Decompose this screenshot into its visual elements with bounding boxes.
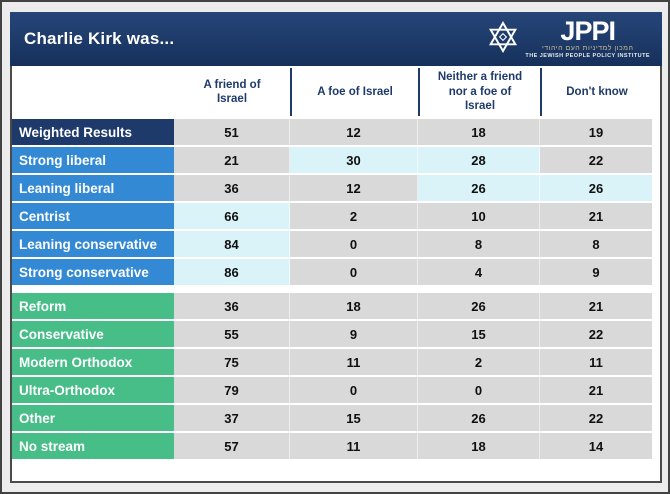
- column-header-friend: A friend of Israel: [203, 78, 261, 105]
- table-row: Reform 36 18 26 21: [12, 293, 652, 319]
- value-cell: 12: [290, 119, 418, 145]
- value-cell: 22: [540, 321, 652, 347]
- value-cell: 21: [540, 203, 652, 229]
- value-cell: 11: [290, 433, 418, 459]
- column-header-neither: Neither a friend nor a foe of Israel: [418, 68, 540, 116]
- table-row: Other 37 15 26 22: [12, 405, 652, 431]
- table-row: Weighted Results 51 12 18 19: [12, 119, 652, 145]
- row-label: Other: [12, 405, 174, 431]
- table-body: Weighted Results 51 12 18 19 Strong liberal 21…: [12, 118, 660, 459]
- row-label: Reform: [12, 293, 174, 319]
- row-label: Leaning conservative: [12, 231, 174, 257]
- value-cell: 22: [540, 147, 652, 173]
- value-cell: 0: [290, 231, 418, 257]
- table-row: Strong liberal 21 30 28 22: [12, 147, 652, 173]
- value-cell: 75: [174, 349, 290, 375]
- value-cell: 18: [418, 119, 540, 145]
- row-label: Leaning liberal: [12, 175, 174, 201]
- value-cell: 79: [174, 377, 290, 403]
- results-table: A friend of Israel A foe of Israel Neith…: [10, 66, 662, 483]
- value-cell: 37: [174, 405, 290, 431]
- row-label: No stream: [12, 433, 174, 459]
- table-row: Strong conservative 86 0 4 9: [12, 259, 652, 285]
- jppi-logo: JPPI המכון למדיניות העם היהודי THE JEWIS…: [486, 18, 650, 60]
- value-cell: 15: [290, 405, 418, 431]
- value-cell: 51: [174, 119, 290, 145]
- row-label: Strong liberal: [12, 147, 174, 173]
- value-cell: 36: [174, 293, 290, 319]
- value-cell: 2: [418, 349, 540, 375]
- value-cell: 10: [418, 203, 540, 229]
- logo-english-name: THE JEWISH PEOPLE POLICY INSTITUTE: [525, 53, 650, 59]
- value-cell: 14: [540, 433, 652, 459]
- logo-hebrew-name: המכון למדיניות העם היהודי: [541, 45, 634, 52]
- row-label: Strong conservative: [12, 259, 174, 285]
- row-label: Conservative: [12, 321, 174, 347]
- column-header-spacer: [12, 68, 174, 116]
- row-label: Modern Orthodox: [12, 349, 174, 375]
- row-label: Weighted Results: [12, 119, 174, 145]
- value-cell: 26: [418, 293, 540, 319]
- logo-wordmark: JPPI: [560, 16, 616, 46]
- value-cell: 0: [290, 377, 418, 403]
- value-cell: 21: [540, 377, 652, 403]
- value-cell: 9: [290, 321, 418, 347]
- value-cell: 8: [540, 231, 652, 257]
- value-cell: 2: [290, 203, 418, 229]
- column-header-row: A friend of Israel A foe of Israel Neith…: [12, 66, 652, 118]
- value-cell: 26: [418, 175, 540, 201]
- table-row: Centrist 66 2 10 21: [12, 203, 652, 229]
- value-cell: 21: [540, 293, 652, 319]
- value-cell: 12: [290, 175, 418, 201]
- value-cell: 0: [290, 259, 418, 285]
- value-cell: 36: [174, 175, 290, 201]
- page-title: Charlie Kirk was...: [24, 29, 175, 48]
- value-cell: 26: [540, 175, 652, 201]
- value-cell: 30: [290, 147, 418, 173]
- value-cell: 86: [174, 259, 290, 285]
- value-cell: 15: [418, 321, 540, 347]
- value-cell: 18: [418, 433, 540, 459]
- value-cell: 9: [540, 259, 652, 285]
- column-header-dont-know: Don't know: [540, 68, 652, 116]
- table-row: Conservative 55 9 15 22: [12, 321, 652, 347]
- column-header-foe: A foe of Israel: [290, 68, 418, 116]
- table-row: Leaning liberal 36 12 26 26: [12, 175, 652, 201]
- row-label: Ultra-Orthodox: [12, 377, 174, 403]
- star-of-david-icon: [486, 18, 522, 56]
- value-cell: 4: [418, 259, 540, 285]
- title-bar: Charlie Kirk was... JPPI המכון למדיניות …: [10, 12, 662, 66]
- value-cell: 84: [174, 231, 290, 257]
- table-row: Modern Orthodox 75 11 2 11: [12, 349, 652, 375]
- value-cell: 18: [290, 293, 418, 319]
- value-cell: 22: [540, 405, 652, 431]
- value-cell: 11: [290, 349, 418, 375]
- value-cell: 8: [418, 231, 540, 257]
- value-cell: 28: [418, 147, 540, 173]
- value-cell: 26: [418, 405, 540, 431]
- logo-text-block: JPPI המכון למדיניות העם היהודי THE JEWIS…: [525, 18, 650, 60]
- value-cell: 55: [174, 321, 290, 347]
- value-cell: 0: [418, 377, 540, 403]
- row-label: Centrist: [12, 203, 174, 229]
- row-group-religious-stream: Reform 36 18 26 21 Conservative 55 9 15 22 Modern …: [12, 293, 660, 459]
- value-cell: 11: [540, 349, 652, 375]
- table-row: Ultra-Orthodox 79 0 0 21: [12, 377, 652, 403]
- table-row: No stream 57 11 18 14: [12, 433, 652, 459]
- value-cell: 57: [174, 433, 290, 459]
- value-cell: 19: [540, 119, 652, 145]
- value-cell: 21: [174, 147, 290, 173]
- table-row: Leaning conservative 84 0 8 8: [12, 231, 652, 257]
- value-cell: 66: [174, 203, 290, 229]
- row-group-political-orientation: Weighted Results 51 12 18 19 Strong liberal 21…: [12, 119, 660, 285]
